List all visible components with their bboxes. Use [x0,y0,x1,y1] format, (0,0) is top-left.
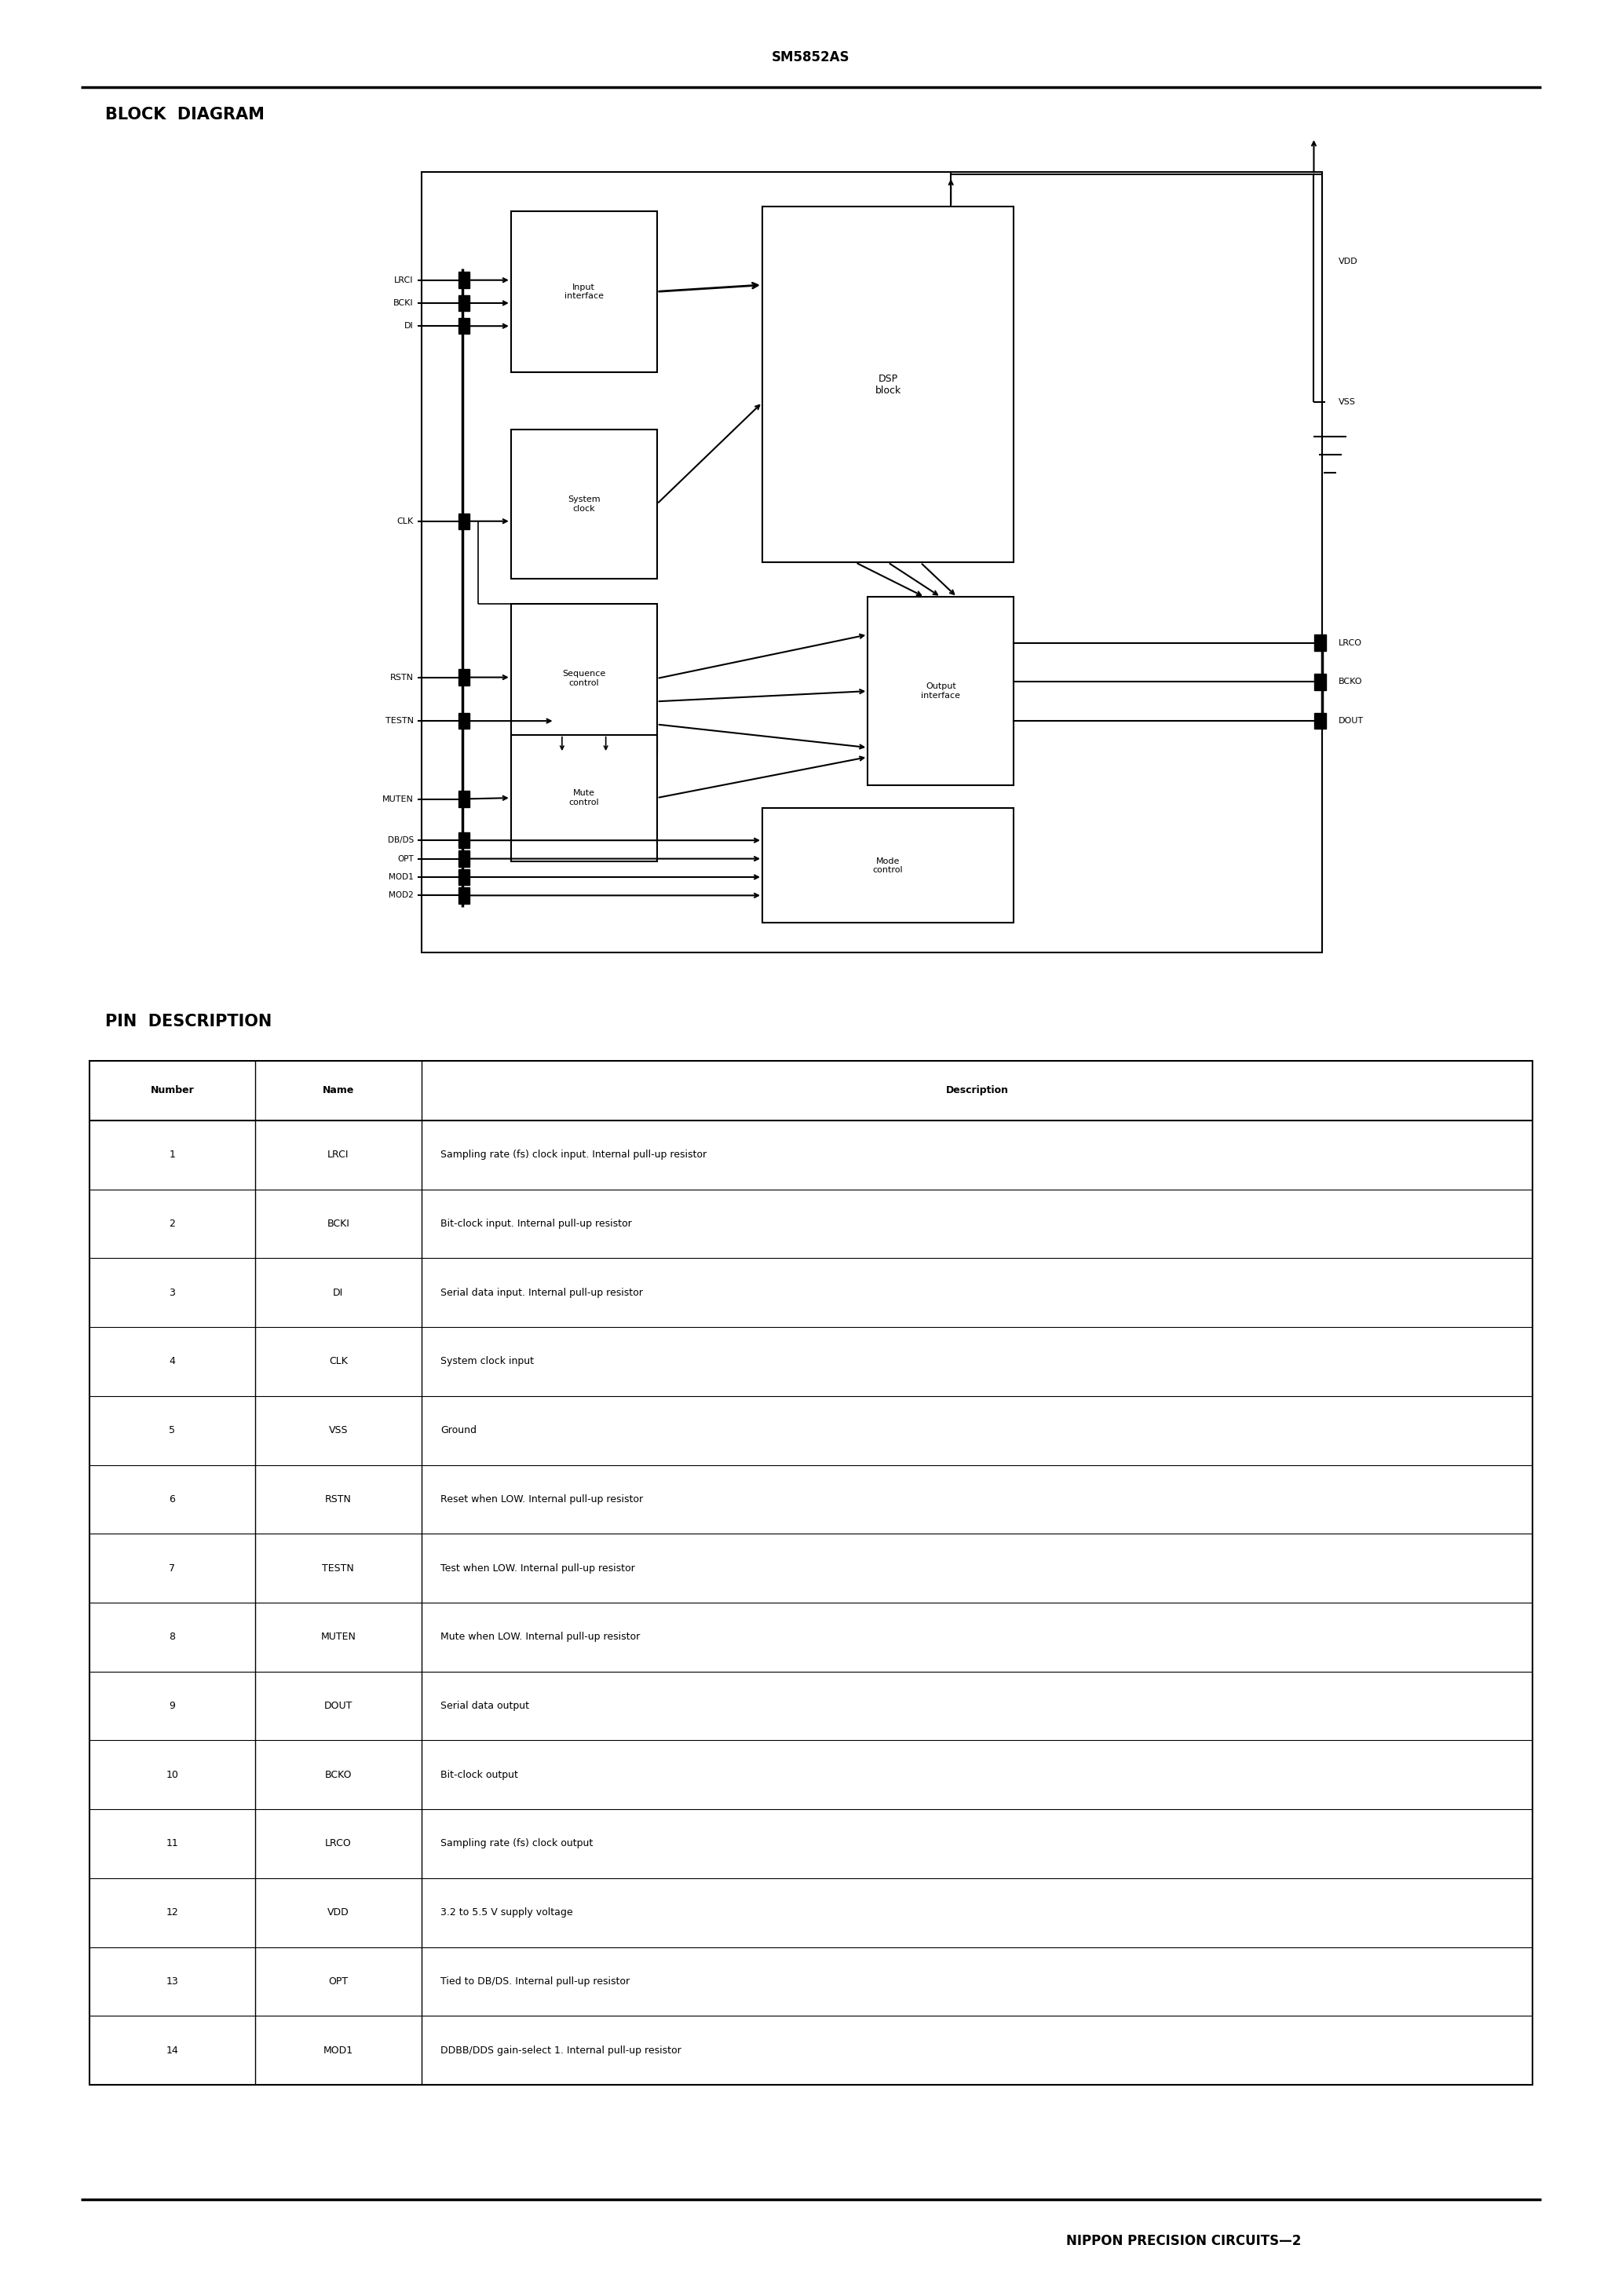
Text: DI: DI [404,321,414,331]
Text: Serial data output: Serial data output [441,1701,529,1711]
Text: 13: 13 [165,1977,178,1986]
Text: DDBB/DDS gain-select 1. Internal pull-up resistor: DDBB/DDS gain-select 1. Internal pull-up… [441,2046,681,2055]
Bar [1315,712,1327,728]
Text: Name: Name [323,1086,354,1095]
Text: DB/DS: DB/DS [388,836,414,845]
Text: Input
interface: Input interface [564,282,603,301]
Text: BCKI: BCKI [328,1219,350,1228]
Text: Test when LOW. Internal pull-up resistor: Test when LOW. Internal pull-up resistor [441,1564,636,1573]
Text: 12: 12 [165,1908,178,1917]
Text: 14: 14 [165,2046,178,2055]
Text: VDD: VDD [328,1908,349,1917]
Bar [511,211,657,372]
Bar [457,831,470,847]
Text: DOUT: DOUT [324,1701,352,1711]
Text: SM5852AS: SM5852AS [772,51,850,64]
Text: Sampling rate (fs) clock output: Sampling rate (fs) clock output [441,1839,594,1848]
Text: OPT: OPT [397,854,414,863]
Text: LRCI: LRCI [394,276,414,285]
Text: 8: 8 [169,1632,175,1642]
Text: 6: 6 [169,1495,175,1504]
Bar [457,670,470,684]
Text: TESTN: TESTN [386,716,414,726]
Text: BCKI: BCKI [394,298,414,308]
Text: RSTN: RSTN [389,673,414,682]
Text: DI: DI [333,1288,344,1297]
Text: BCKO: BCKO [324,1770,352,1779]
Text: LRCO: LRCO [1338,638,1362,647]
Text: 3.2 to 5.5 V supply voltage: 3.2 to 5.5 V supply voltage [441,1908,573,1917]
Text: MOD1: MOD1 [389,872,414,882]
Text: Reset when LOW. Internal pull-up resistor: Reset when LOW. Internal pull-up resisto… [441,1495,644,1504]
Text: CLK: CLK [397,517,414,526]
Text: TESTN: TESTN [323,1564,354,1573]
Text: VSS: VSS [1338,397,1356,406]
Text: 9: 9 [169,1701,175,1711]
Text: Serial data input. Internal pull-up resistor: Serial data input. Internal pull-up resi… [441,1288,644,1297]
Bar [89,1061,1533,1120]
Text: Sampling rate (fs) clock input. Internal pull-up resistor: Sampling rate (fs) clock input. Internal… [441,1150,707,1159]
Bar [1315,675,1327,689]
Bar [457,319,470,333]
Text: 11: 11 [165,1839,178,1848]
Bar [89,1061,1533,2085]
Text: LRCO: LRCO [324,1839,352,1848]
Bar [457,294,470,310]
Bar [511,429,657,579]
Text: MUTEN: MUTEN [321,1632,355,1642]
Text: CLK: CLK [329,1357,347,1366]
Text: 2: 2 [169,1219,175,1228]
Text: Tied to DB/DS. Internal pull-up resistor: Tied to DB/DS. Internal pull-up resistor [441,1977,629,1986]
Text: Description: Description [946,1086,1009,1095]
Text: Mute when LOW. Internal pull-up resistor: Mute when LOW. Internal pull-up resistor [441,1632,641,1642]
Text: System clock input: System clock input [441,1357,534,1366]
Text: VSS: VSS [329,1426,347,1435]
Text: MOD1: MOD1 [323,2046,354,2055]
Bar [457,273,470,289]
Text: 5: 5 [169,1426,175,1435]
Text: Output
interface: Output interface [921,682,960,700]
Text: OPT: OPT [328,1977,349,1986]
Text: Bit-clock input. Internal pull-up resistor: Bit-clock input. Internal pull-up resist… [441,1219,633,1228]
Text: RSTN: RSTN [324,1495,352,1504]
Text: 3: 3 [169,1288,175,1297]
Text: LRCI: LRCI [328,1150,349,1159]
Text: BCKO: BCKO [1338,677,1362,687]
Text: MOD2: MOD2 [389,891,414,900]
Text: VDD: VDD [1338,257,1358,266]
Text: Sequence
control: Sequence control [563,670,605,687]
Text: 1: 1 [169,1150,175,1159]
Text: Mute
control: Mute control [569,790,599,806]
Text: 4: 4 [169,1357,175,1366]
Bar [762,207,1014,563]
Text: BLOCK  DIAGRAM: BLOCK DIAGRAM [105,108,264,122]
Bar [457,514,470,530]
Bar [511,604,657,753]
Text: Number: Number [151,1086,195,1095]
Bar [457,712,470,728]
Text: PIN  DESCRIPTION: PIN DESCRIPTION [105,1015,272,1029]
Text: 7: 7 [169,1564,175,1573]
Text: DSP
block: DSP block [874,374,902,395]
Text: Bit-clock output: Bit-clock output [441,1770,519,1779]
Bar [457,886,470,902]
Text: DOUT: DOUT [1338,716,1364,726]
Text: System
clock: System clock [568,496,600,512]
Bar [511,735,657,861]
Bar [457,850,470,866]
Text: MUTEN: MUTEN [383,794,414,804]
Bar [457,790,470,806]
Bar [868,597,1014,785]
Text: 10: 10 [165,1770,178,1779]
Text: Ground: Ground [441,1426,477,1435]
Text: Mode
control: Mode control [873,856,903,875]
Text: NIPPON PRECISION CIRCUITS—2: NIPPON PRECISION CIRCUITS—2 [1067,2234,1301,2248]
Bar [1315,634,1327,650]
Bar [422,172,1322,953]
Bar [457,868,470,884]
Bar [762,808,1014,923]
